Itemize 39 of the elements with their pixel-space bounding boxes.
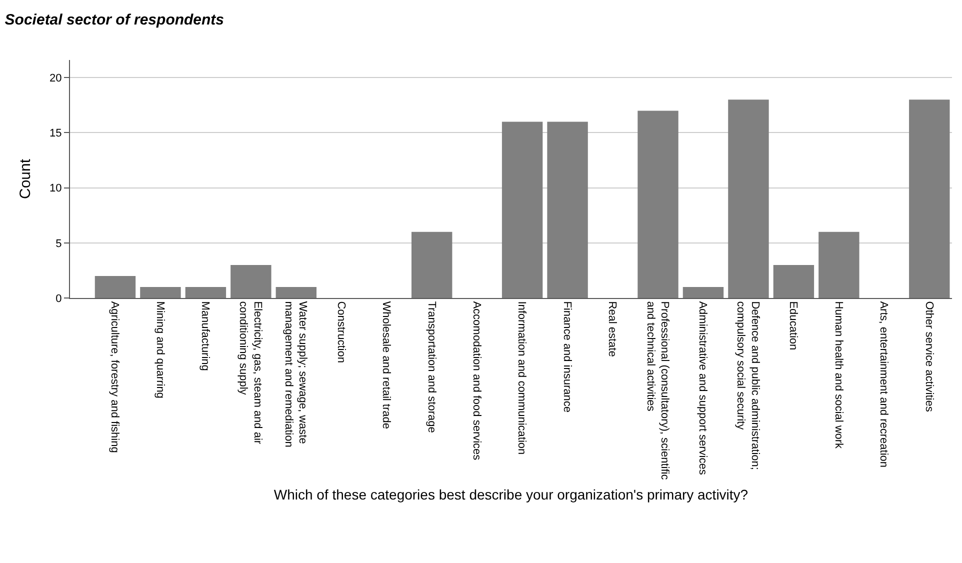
x-tick-label: Wholesale and retail trade xyxy=(380,301,392,429)
x-tick-label: Real estate xyxy=(606,301,618,357)
bar xyxy=(728,100,769,298)
x-tick-label: Construction xyxy=(334,301,347,363)
x-tick-label: Agriculture, forestry and fishing xyxy=(108,301,121,453)
bar xyxy=(185,286,226,298)
bar xyxy=(140,286,181,298)
chart-title: Societal sector of respondents xyxy=(4,12,224,29)
x-axis-title: Which of these categories best describe your organization's primary activity? xyxy=(274,486,748,503)
x-tick-label: Arts, entertainment and recreation xyxy=(878,301,890,468)
x-tick-label: Accomodation and food services xyxy=(470,301,483,461)
bar xyxy=(502,122,543,298)
bar xyxy=(230,264,272,298)
x-tick-label: Other service activities xyxy=(922,301,935,412)
bar xyxy=(909,100,950,298)
bar xyxy=(276,286,317,298)
x-tick-label: Electricity, gas, steam and air conditioning supply xyxy=(237,301,264,444)
bar xyxy=(682,286,724,298)
bar xyxy=(638,110,678,298)
y-tick-label: 0 xyxy=(56,292,62,305)
x-tick-label: Mining and quarring xyxy=(154,301,166,398)
y-tick-label: 20 xyxy=(50,72,62,84)
y-tick-label: 10 xyxy=(50,182,62,195)
x-tick-label: Education xyxy=(787,301,800,350)
y-tick-label: 5 xyxy=(56,238,62,250)
bar xyxy=(94,276,136,298)
bar xyxy=(773,264,814,298)
bar xyxy=(818,232,860,298)
bar xyxy=(411,232,452,298)
x-tick-label: Professional (consultatory), scientific and technical activities xyxy=(644,301,671,480)
x-tick-label: Finance and insurance xyxy=(560,301,573,412)
x-tick-label: Transportation and storage xyxy=(425,301,438,433)
x-tick-label: Manufacturing xyxy=(199,301,212,371)
y-axis-title: Count xyxy=(16,158,34,200)
x-tick-label: Human health and social work xyxy=(832,301,844,450)
x-tick-label: Information and communication xyxy=(516,301,528,455)
x-tick-label: Administrative and support services xyxy=(696,301,709,476)
bar xyxy=(547,122,588,298)
y-tick-label: 15 xyxy=(50,128,62,140)
